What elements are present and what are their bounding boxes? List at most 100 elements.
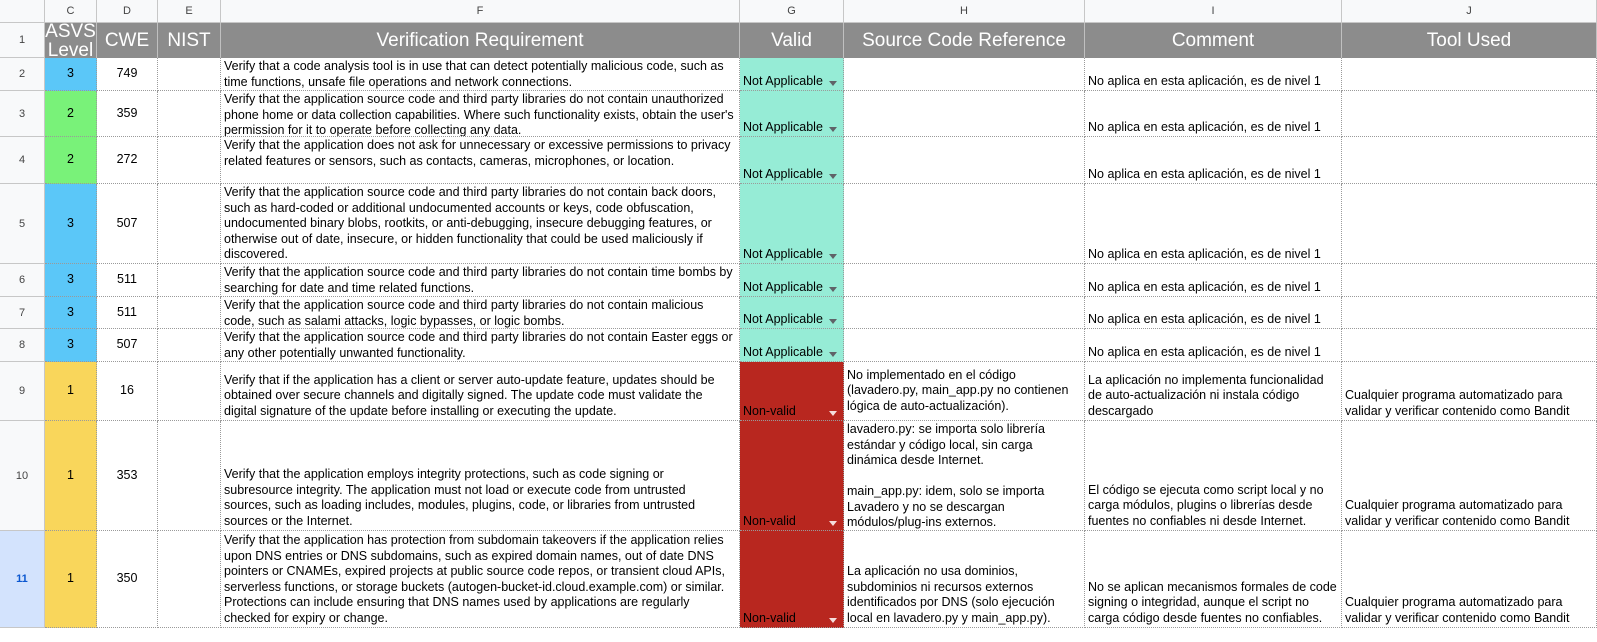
verification-requirement-header[interactable]: Verification Requirement <box>221 23 740 58</box>
tool-used-cell[interactable]: Cualquier programa automatizado para val… <box>1342 421 1597 531</box>
valid-dropdown[interactable]: Not Applicable <box>740 264 844 297</box>
comment-cell[interactable]: No aplica en esta aplicación, es de nive… <box>1085 58 1342 91</box>
nist-cell[interactable] <box>158 421 221 531</box>
requirement-cell[interactable]: Verify that the application has protecti… <box>221 531 740 628</box>
nist-cell[interactable] <box>158 58 221 91</box>
tool-used-cell[interactable] <box>1342 264 1597 297</box>
asvs-level-cell[interactable]: 3 <box>45 184 97 264</box>
comment-cell[interactable]: No aplica en esta aplicación, es de nive… <box>1085 184 1342 264</box>
valid-dropdown[interactable]: Not Applicable <box>740 58 844 91</box>
nist-cell[interactable] <box>158 531 221 628</box>
requirement-cell[interactable]: Verify that the application source code … <box>221 91 740 137</box>
source-code-reference-cell[interactable] <box>844 137 1085 184</box>
comment-cell[interactable]: No se aplican mecanismos formales de cod… <box>1085 531 1342 628</box>
chevron-down-icon[interactable] <box>829 174 837 179</box>
tool-used-cell[interactable] <box>1342 297 1597 329</box>
chevron-down-icon[interactable] <box>829 319 837 324</box>
valid-header[interactable]: Valid <box>740 23 844 58</box>
requirement-cell[interactable]: Verify that the application does not ask… <box>221 137 740 184</box>
nist-cell[interactable] <box>158 91 221 137</box>
requirement-cell[interactable]: Verify that the application source code … <box>221 264 740 297</box>
tool-used-cell[interactable]: Cualquier programa automatizado para val… <box>1342 362 1597 421</box>
valid-dropdown[interactable]: Not Applicable <box>740 329 844 362</box>
row-header-1[interactable]: 1 <box>0 23 45 58</box>
requirement-cell[interactable]: Verify that the application employs inte… <box>221 421 740 531</box>
tool-used-cell[interactable] <box>1342 91 1597 137</box>
cwe-cell[interactable]: 353 <box>97 421 158 531</box>
row-header-10[interactable]: 10 <box>0 421 45 531</box>
asvs-level-cell[interactable]: 1 <box>45 531 97 628</box>
row-header-3[interactable]: 3 <box>0 91 45 137</box>
asvs-level-cell[interactable]: 3 <box>45 329 97 362</box>
row-header-8[interactable]: 8 <box>0 329 45 362</box>
asvs-level-header[interactable]: ASVS Level <box>45 23 97 58</box>
tool-used-cell[interactable] <box>1342 329 1597 362</box>
comment-cell[interactable]: La aplicación no implementa funcionalida… <box>1085 362 1342 421</box>
valid-dropdown[interactable]: Not Applicable <box>740 297 844 329</box>
source-code-reference-cell[interactable] <box>844 264 1085 297</box>
source-code-reference-cell[interactable] <box>844 91 1085 137</box>
comment-header[interactable]: Comment <box>1085 23 1342 58</box>
cwe-cell[interactable]: 16 <box>97 362 158 421</box>
valid-dropdown[interactable]: Non-valid <box>740 362 844 421</box>
valid-dropdown[interactable]: Not Applicable <box>740 184 844 264</box>
source-code-reference-cell[interactable] <box>844 58 1085 91</box>
requirement-cell[interactable]: Verify that the application source code … <box>221 184 740 264</box>
cwe-header[interactable]: CWE <box>97 23 158 58</box>
nist-cell[interactable] <box>158 362 221 421</box>
chevron-down-icon[interactable] <box>829 618 837 623</box>
nist-cell[interactable] <box>158 264 221 297</box>
nist-header[interactable]: NIST <box>158 23 221 58</box>
tool-used-cell[interactable] <box>1342 58 1597 91</box>
cwe-cell[interactable]: 511 <box>97 264 158 297</box>
nist-cell[interactable] <box>158 329 221 362</box>
nist-cell[interactable] <box>158 137 221 184</box>
comment-cell[interactable]: No aplica en esta aplicación, es de nive… <box>1085 91 1342 137</box>
chevron-down-icon[interactable] <box>829 411 837 416</box>
cwe-cell[interactable]: 272 <box>97 137 158 184</box>
comment-cell[interactable]: No aplica en esta aplicación, es de nive… <box>1085 264 1342 297</box>
cwe-cell[interactable]: 749 <box>97 58 158 91</box>
requirement-cell[interactable]: Verify that the application source code … <box>221 329 740 362</box>
cwe-cell[interactable]: 507 <box>97 184 158 264</box>
column-header-j[interactable]: J <box>1342 0 1597 23</box>
chevron-down-icon[interactable] <box>829 287 837 292</box>
chevron-down-icon[interactable] <box>829 352 837 357</box>
requirement-cell[interactable]: Verify that if the application has a cli… <box>221 362 740 421</box>
valid-dropdown[interactable]: Non-valid <box>740 421 844 531</box>
asvs-level-cell[interactable]: 3 <box>45 264 97 297</box>
nist-cell[interactable] <box>158 297 221 329</box>
row-header-5[interactable]: 5 <box>0 184 45 264</box>
asvs-level-cell[interactable]: 1 <box>45 421 97 531</box>
valid-dropdown[interactable]: Not Applicable <box>740 137 844 184</box>
tool-used-header[interactable]: Tool Used <box>1342 23 1597 58</box>
comment-cell[interactable]: El código se ejecuta como script local y… <box>1085 421 1342 531</box>
column-header-f[interactable]: F <box>221 0 740 23</box>
comment-cell[interactable]: No aplica en esta aplicación, es de nive… <box>1085 297 1342 329</box>
chevron-down-icon[interactable] <box>829 127 837 132</box>
asvs-level-cell[interactable]: 1 <box>45 362 97 421</box>
cwe-cell[interactable]: 359 <box>97 91 158 137</box>
comment-cell[interactable]: No aplica en esta aplicación, es de nive… <box>1085 137 1342 184</box>
select-all-corner[interactable] <box>0 0 45 23</box>
chevron-down-icon[interactable] <box>829 254 837 259</box>
requirement-cell[interactable]: Verify that the application source code … <box>221 297 740 329</box>
source-code-reference-cell[interactable]: lavadero.py: se importa solo librería es… <box>844 421 1085 531</box>
row-header-7[interactable]: 7 <box>0 297 45 329</box>
row-header-6[interactable]: 6 <box>0 264 45 297</box>
column-header-h[interactable]: H <box>844 0 1085 23</box>
source-code-reference-cell[interactable] <box>844 329 1085 362</box>
valid-dropdown[interactable]: Not Applicable <box>740 91 844 137</box>
valid-dropdown[interactable]: Non-valid <box>740 531 844 628</box>
row-header-4[interactable]: 4 <box>0 137 45 184</box>
column-header-c[interactable]: C <box>45 0 97 23</box>
cwe-cell[interactable]: 350 <box>97 531 158 628</box>
nist-cell[interactable] <box>158 184 221 264</box>
column-header-e[interactable]: E <box>158 0 221 23</box>
comment-cell[interactable]: No aplica en esta aplicación, es de nive… <box>1085 329 1342 362</box>
tool-used-cell[interactable]: Cualquier programa automatizado para val… <box>1342 531 1597 628</box>
column-header-d[interactable]: D <box>97 0 158 23</box>
asvs-level-cell[interactable]: 2 <box>45 137 97 184</box>
cwe-cell[interactable]: 507 <box>97 329 158 362</box>
row-header-9[interactable]: 9 <box>0 362 45 421</box>
